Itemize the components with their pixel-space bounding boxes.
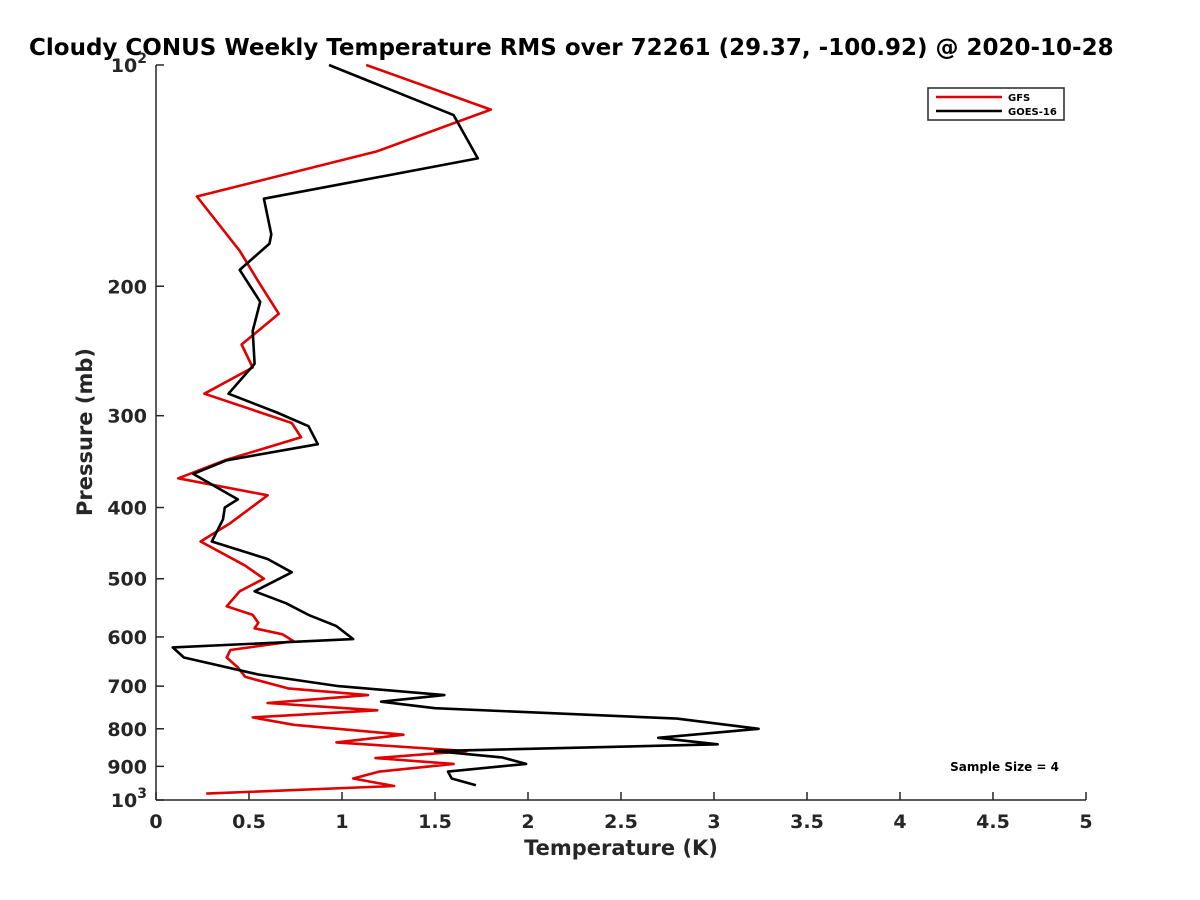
x-tick-label: 3 <box>707 811 720 833</box>
y-tick-label: 500 <box>107 569 147 591</box>
y-tick-base: 10 <box>111 55 137 77</box>
legend-box <box>927 87 1065 121</box>
x-ticks: 0 0.5 1 1.5 2 2.5 3 3.5 4 4.5 5 <box>149 792 1093 833</box>
y-tick-label-power: 102 <box>111 51 147 77</box>
chart-title: Cloudy CONUS Weekly Temperature RMS over… <box>29 35 1114 61</box>
x-tick-label: 1 <box>335 811 348 833</box>
y-tick-exponent: 3 <box>137 786 147 802</box>
series-line-gfs <box>177 63 493 795</box>
y-tick-base: 10 <box>111 790 137 812</box>
legend-label: GOES-16 <box>1008 107 1057 118</box>
x-tick-label: 3.5 <box>790 811 824 833</box>
y-tick-label: 600 <box>107 627 147 649</box>
legend-label: GFS <box>1008 93 1030 104</box>
y-tick-label: 800 <box>107 719 147 741</box>
y-tick-exponent: 2 <box>137 51 147 67</box>
legend: GFS GOES-16 <box>927 87 1065 121</box>
y-tick-label-power: 103 <box>111 786 147 812</box>
y-tick-label: 400 <box>107 498 147 520</box>
x-tick-label: 0.5 <box>232 811 266 833</box>
x-tick-label: 4.5 <box>976 811 1010 833</box>
x-tick-label: 2 <box>521 811 534 833</box>
x-axis-label: Temperature (K) <box>524 836 718 860</box>
y-tick-label: 300 <box>107 406 147 428</box>
y-tick-label: 700 <box>107 676 147 698</box>
series-lines <box>171 63 760 795</box>
y-axis-label: Pressure (mb) <box>73 348 97 516</box>
series-line-goes-16 <box>171 63 760 787</box>
x-tick-label: 1.5 <box>418 811 452 833</box>
x-tick-label: 5 <box>1079 811 1092 833</box>
sample-size-note: Sample Size = 4 <box>950 760 1059 774</box>
y-tick-label: 900 <box>107 756 147 778</box>
y-tick-label: 200 <box>107 276 147 298</box>
x-tick-label: 0 <box>149 811 162 833</box>
x-tick-label: 2.5 <box>604 811 638 833</box>
x-tick-label: 4 <box>893 811 906 833</box>
